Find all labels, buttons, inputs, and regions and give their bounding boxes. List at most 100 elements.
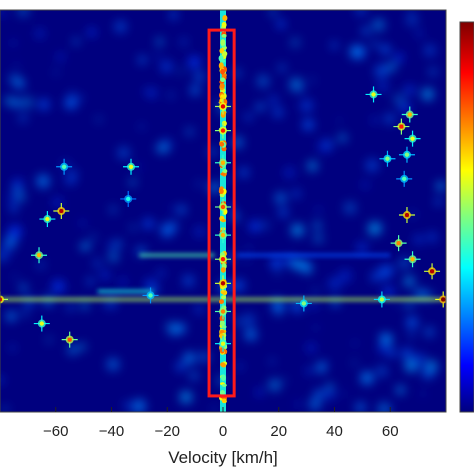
noise-blob bbox=[0, 376, 4, 384]
peak-point bbox=[128, 164, 134, 169]
noise-blob bbox=[237, 364, 243, 370]
noise-blob bbox=[408, 10, 414, 14]
noise-blob bbox=[21, 96, 34, 109]
noise-blob bbox=[269, 10, 277, 16]
noise-blob bbox=[87, 28, 96, 37]
noise-blob bbox=[294, 401, 301, 408]
noise-blob bbox=[421, 88, 434, 101]
peak-point bbox=[220, 281, 226, 286]
peak-point bbox=[407, 112, 412, 117]
noise-blob bbox=[338, 133, 347, 142]
noise-blob bbox=[132, 399, 146, 412]
peak-point bbox=[220, 128, 226, 133]
noise-blob bbox=[383, 334, 389, 340]
noise-blob bbox=[394, 301, 399, 306]
noise-blob bbox=[403, 299, 415, 310]
noise-blob bbox=[367, 221, 382, 236]
peak-point bbox=[404, 212, 410, 218]
velocity-streak bbox=[236, 253, 391, 257]
zero-velocity-speckle bbox=[220, 289, 226, 295]
colorbar-frame bbox=[459, 21, 474, 413]
noise-blob bbox=[114, 20, 127, 33]
noise-blob bbox=[270, 257, 283, 270]
noise-blob bbox=[360, 371, 374, 385]
noise-blob bbox=[212, 407, 217, 412]
noise-blob bbox=[269, 358, 275, 365]
noise-blob bbox=[276, 311, 281, 316]
noise-blob bbox=[387, 62, 397, 72]
noise-blob bbox=[313, 288, 319, 293]
zero-velocity-speckle bbox=[220, 362, 226, 367]
x-tick-label: 40 bbox=[326, 423, 343, 440]
zero-velocity-speckle bbox=[219, 320, 225, 326]
peak-point bbox=[0, 297, 3, 302]
peak-point bbox=[59, 208, 64, 214]
noise-blob bbox=[10, 204, 18, 213]
noise-blob bbox=[276, 20, 286, 29]
noise-blob bbox=[244, 328, 258, 341]
noise-blob bbox=[408, 332, 414, 338]
x-tick-label: 0 bbox=[219, 423, 227, 440]
x-tick-label: 60 bbox=[382, 423, 399, 440]
noise-blob bbox=[428, 67, 438, 77]
noise-blob bbox=[2, 406, 9, 412]
noise-blob bbox=[260, 220, 270, 230]
noise-blob bbox=[67, 344, 78, 356]
noise-blob bbox=[185, 127, 194, 136]
noise-blob bbox=[384, 113, 396, 125]
noise-blob bbox=[256, 103, 265, 111]
noise-blob bbox=[36, 174, 50, 188]
noise-blob bbox=[298, 261, 305, 267]
noise-blob bbox=[400, 103, 411, 114]
noise-blob bbox=[155, 38, 164, 46]
x-tick-label: −20 bbox=[155, 423, 180, 440]
noise-blob bbox=[106, 358, 120, 371]
zero-velocity-speckle bbox=[220, 374, 226, 382]
noise-blob bbox=[12, 178, 23, 189]
peak-point bbox=[371, 92, 376, 97]
peak-point bbox=[410, 257, 415, 262]
zero-velocity-speckle bbox=[219, 347, 225, 354]
peak-point bbox=[220, 104, 226, 109]
noise-blob bbox=[309, 77, 315, 83]
noise-blob bbox=[13, 274, 18, 280]
zero-velocity-speckle bbox=[220, 267, 226, 273]
noise-blob bbox=[274, 192, 287, 205]
noise-blob bbox=[377, 80, 389, 93]
noise-blob bbox=[377, 402, 391, 412]
peak-point bbox=[220, 309, 226, 314]
noise-blob bbox=[127, 407, 132, 412]
colorbar bbox=[459, 21, 474, 413]
noise-blob bbox=[80, 300, 90, 310]
peak-point bbox=[39, 321, 45, 326]
x-axis: −60 −40 −20 0 20 40 60 bbox=[43, 407, 399, 440]
noise-blob bbox=[130, 224, 137, 231]
noise-blob bbox=[308, 299, 319, 310]
noise-blob bbox=[108, 242, 116, 250]
noise-blob bbox=[405, 13, 419, 27]
noise-blob bbox=[197, 181, 202, 186]
peak-point bbox=[401, 176, 407, 182]
noise-blob bbox=[306, 368, 312, 374]
zero-velocity-speckle bbox=[220, 77, 226, 82]
noise-blob bbox=[377, 265, 392, 280]
noise-blob bbox=[12, 98, 22, 108]
noise-blob bbox=[17, 193, 26, 202]
noise-blob bbox=[66, 303, 74, 311]
noise-blob bbox=[4, 96, 14, 106]
peak-point bbox=[441, 297, 446, 302]
noise-blob bbox=[193, 71, 205, 83]
zero-velocity-speckle bbox=[220, 111, 226, 118]
noise-blob bbox=[361, 26, 371, 36]
zero-velocity-speckle bbox=[220, 390, 225, 396]
noise-blob bbox=[8, 225, 22, 239]
noise-blob bbox=[46, 337, 52, 343]
noise-blob bbox=[330, 41, 338, 49]
noise-blob bbox=[300, 99, 313, 113]
noise-blob bbox=[356, 242, 368, 254]
noise-blob bbox=[422, 367, 434, 379]
zero-velocity-speckle bbox=[219, 299, 224, 305]
noise-blob bbox=[108, 251, 119, 262]
peak-point bbox=[36, 253, 42, 258]
